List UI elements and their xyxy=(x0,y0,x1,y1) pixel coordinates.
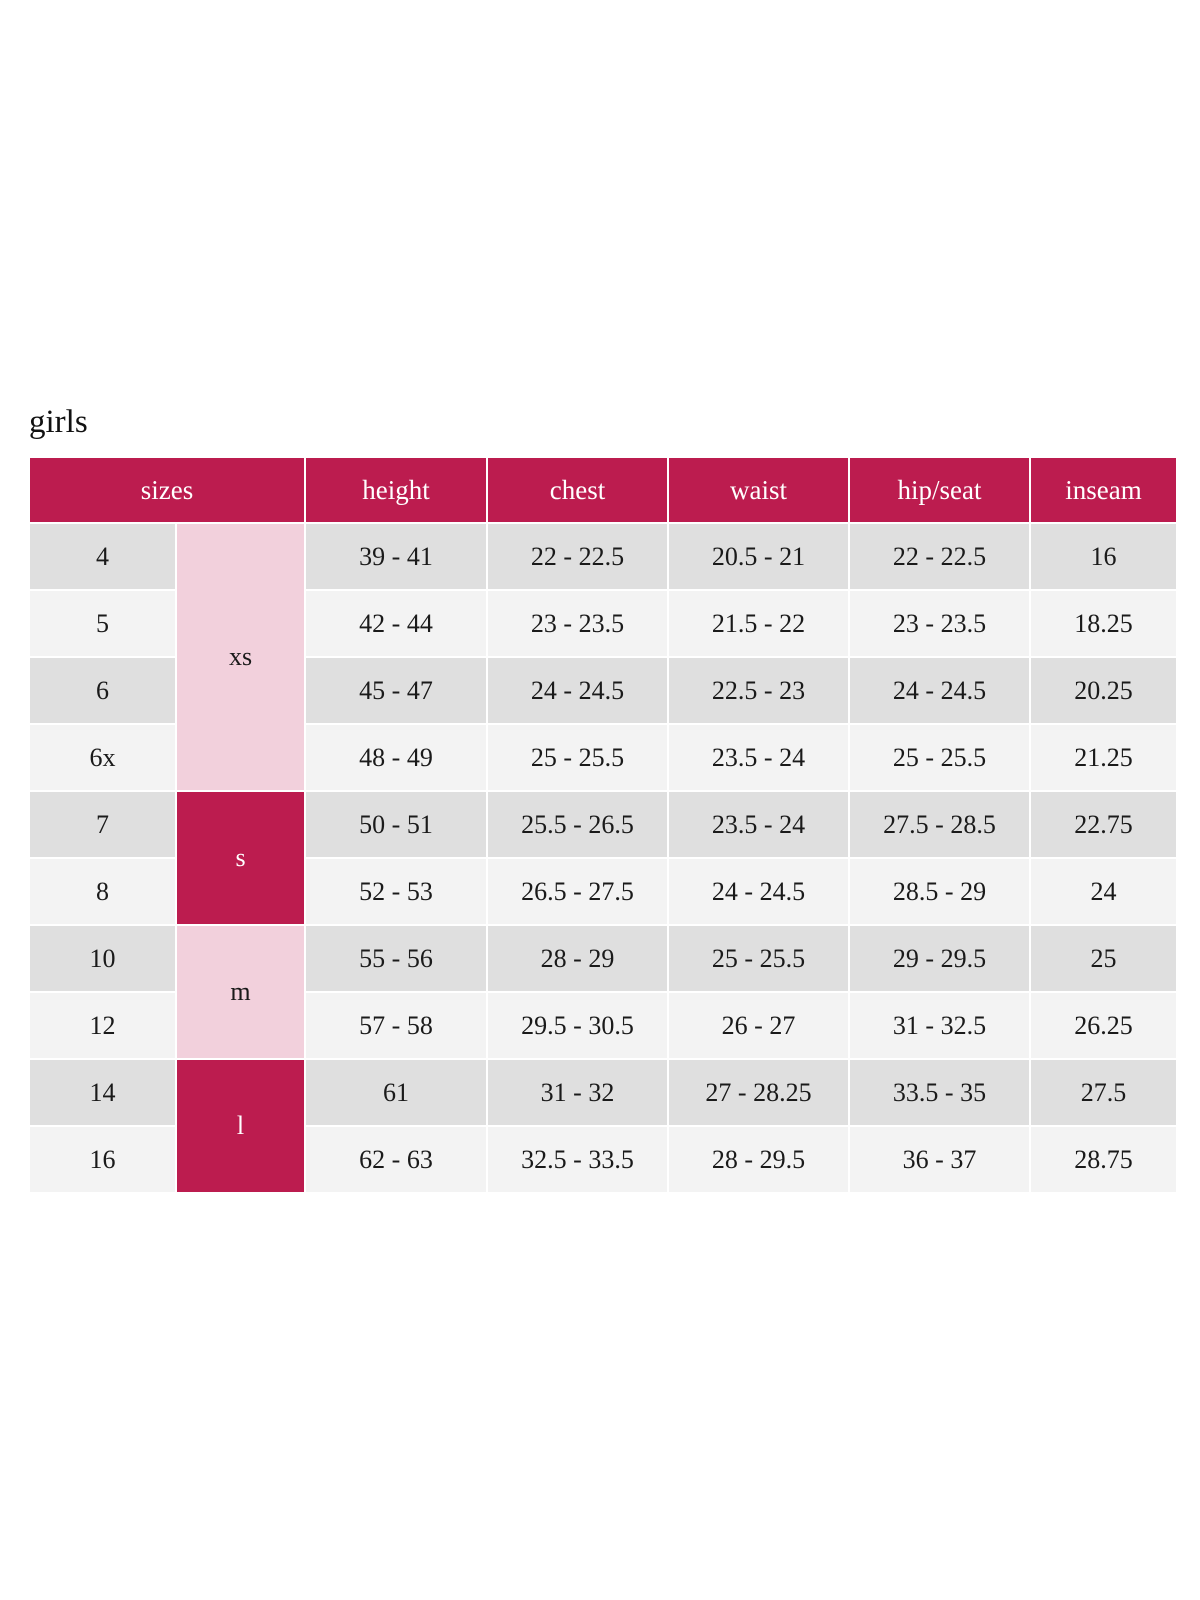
table-cell: 27.5 - 28.5 xyxy=(850,792,1029,857)
header-cell: waist xyxy=(669,458,848,522)
table-cell: 18.25 xyxy=(1031,591,1176,656)
size-cell: 14 xyxy=(30,1060,175,1125)
table-cell: 25 - 25.5 xyxy=(488,725,667,790)
table-cell: 31 - 32 xyxy=(488,1060,667,1125)
size-cell: 4 xyxy=(30,524,175,589)
table-cell: 23.5 - 24 xyxy=(669,725,848,790)
table-cell: 22 - 22.5 xyxy=(850,524,1029,589)
table-cell: 22 - 22.5 xyxy=(488,524,667,589)
table-cell: 27.5 xyxy=(1031,1060,1176,1125)
size-cell: 5 xyxy=(30,591,175,656)
header-cell: chest xyxy=(488,458,667,522)
table-cell: 20.5 - 21 xyxy=(669,524,848,589)
table-cell: 28 - 29.5 xyxy=(669,1127,848,1192)
table-cell: 27 - 28.25 xyxy=(669,1060,848,1125)
table-cell: 24 xyxy=(1031,859,1176,924)
table-cell: 61 xyxy=(306,1060,486,1125)
table-cell: 29.5 - 30.5 xyxy=(488,993,667,1058)
size-cell: 7 xyxy=(30,792,175,857)
table-cell: 28 - 29 xyxy=(488,926,667,991)
header-sizes: sizes xyxy=(30,458,304,522)
table-cell: 25 - 25.5 xyxy=(669,926,848,991)
chart-title: girls xyxy=(29,404,88,440)
table-cell: 26 - 27 xyxy=(669,993,848,1058)
table-cell: 24 - 24.5 xyxy=(850,658,1029,723)
table-cell: 42 - 44 xyxy=(306,591,486,656)
table-cell: 36 - 37 xyxy=(850,1127,1029,1192)
size-cell: 6x xyxy=(30,725,175,790)
table-cell: 23.5 - 24 xyxy=(669,792,848,857)
table-cell: 52 - 53 xyxy=(306,859,486,924)
size-cell: 16 xyxy=(30,1127,175,1192)
table-cell: 28.75 xyxy=(1031,1127,1176,1192)
table-cell: 23 - 23.5 xyxy=(488,591,667,656)
table-cell: 55 - 56 xyxy=(306,926,486,991)
table-cell: 28.5 - 29 xyxy=(850,859,1029,924)
table-cell: 23 - 23.5 xyxy=(850,591,1029,656)
table-cell: 25 xyxy=(1031,926,1176,991)
size-cell: 8 xyxy=(30,859,175,924)
table-cell: 21.5 - 22 xyxy=(669,591,848,656)
table-cell: 21.25 xyxy=(1031,725,1176,790)
table-cell: 24 - 24.5 xyxy=(669,859,848,924)
table-cell: 33.5 - 35 xyxy=(850,1060,1029,1125)
table-cell: 25 - 25.5 xyxy=(850,725,1029,790)
size-cell: 10 xyxy=(30,926,175,991)
table-cell: 57 - 58 xyxy=(306,993,486,1058)
header-cell: inseam xyxy=(1031,458,1176,522)
size-group-s: s xyxy=(177,792,304,924)
table-cell: 22.75 xyxy=(1031,792,1176,857)
table-cell: 22.5 - 23 xyxy=(669,658,848,723)
table-cell: 39 - 41 xyxy=(306,524,486,589)
size-group-l: l xyxy=(177,1060,304,1192)
table-cell: 45 - 47 xyxy=(306,658,486,723)
size-group-xs: xs xyxy=(177,524,304,790)
table-cell: 29 - 29.5 xyxy=(850,926,1029,991)
table-cell: 16 xyxy=(1031,524,1176,589)
table-cell: 24 - 24.5 xyxy=(488,658,667,723)
table-cell: 48 - 49 xyxy=(306,725,486,790)
table-cell: 26.25 xyxy=(1031,993,1176,1058)
table-cell: 20.25 xyxy=(1031,658,1176,723)
size-cell: 12 xyxy=(30,993,175,1058)
table-cell: 26.5 - 27.5 xyxy=(488,859,667,924)
table-cell: 32.5 - 33.5 xyxy=(488,1127,667,1192)
size-group-m: m xyxy=(177,926,304,1058)
table-cell: 31 - 32.5 xyxy=(850,993,1029,1058)
table-cell: 50 - 51 xyxy=(306,792,486,857)
size-chart-table: sizes height chest waist hip/seat inseam xs s m l… xyxy=(30,458,1178,1192)
header-cell: height xyxy=(306,458,486,522)
size-cell: 6 xyxy=(30,658,175,723)
table-cell: 25.5 - 26.5 xyxy=(488,792,667,857)
header-cell: hip/seat xyxy=(850,458,1029,522)
table-cell: 62 - 63 xyxy=(306,1127,486,1192)
